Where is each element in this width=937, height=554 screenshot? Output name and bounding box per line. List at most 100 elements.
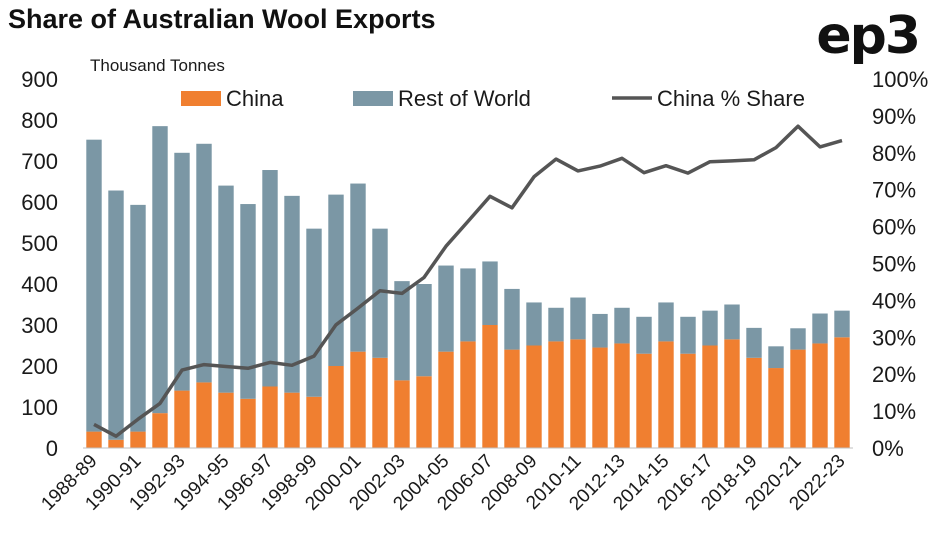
y-left-tick-label: 600	[21, 190, 58, 215]
y-right-tick-label: 30%	[872, 325, 916, 350]
bar-china	[834, 337, 850, 448]
y-left-tick-label: 100	[21, 395, 58, 420]
bar-rest-of-world	[702, 310, 718, 346]
bar-rest-of-world	[812, 313, 828, 344]
bar-rest-of-world	[174, 152, 190, 391]
bar-rest-of-world	[834, 310, 850, 338]
chart-title: Share of Australian Wool Exports	[8, 4, 436, 34]
bar-china	[460, 341, 476, 448]
bar-rest-of-world	[592, 313, 608, 348]
ep3-logo: ep3	[816, 6, 921, 66]
bar-rest-of-world	[636, 316, 652, 354]
bar-china	[218, 392, 234, 448]
y-right-tick-label: 90%	[872, 104, 916, 129]
bar-rest-of-world	[152, 126, 168, 414]
bar-china	[614, 343, 630, 448]
bar-china	[438, 351, 454, 448]
bar-rest-of-world	[746, 327, 762, 358]
bar-china	[196, 382, 212, 448]
y-left-tick-label: 700	[21, 149, 58, 174]
y-right-tick-label: 60%	[872, 215, 916, 240]
bar-china	[284, 392, 300, 448]
legend-label-rest-of-world: Rest of World	[398, 86, 531, 111]
y-right-tick-label: 10%	[872, 399, 916, 424]
bar-china	[372, 357, 388, 448]
bar-china	[768, 368, 784, 448]
bar-rest-of-world	[218, 185, 234, 393]
bar-rest-of-world	[130, 204, 146, 432]
bar-china	[86, 431, 102, 448]
y-left-tick-label: 300	[21, 313, 58, 338]
y-right-tick-label: 0%	[872, 436, 904, 461]
y-right-tick-label: 40%	[872, 288, 916, 313]
bar-china	[504, 349, 520, 448]
bar-china	[416, 376, 432, 448]
bar-rest-of-world	[658, 302, 674, 342]
bar-china	[790, 349, 806, 448]
bar-rest-of-world	[240, 204, 256, 399]
bar-rest-of-world	[306, 228, 322, 397]
y-right-tick-label: 70%	[872, 178, 916, 203]
bar-rest-of-world	[328, 194, 344, 366]
bar-china	[482, 325, 498, 448]
y-right-tick-label: 80%	[872, 141, 916, 166]
legend-label-china: China	[226, 86, 284, 111]
y-right-tick-label: 100%	[872, 67, 928, 92]
bar-rest-of-world	[262, 170, 278, 387]
y-right-tick-label: 50%	[872, 252, 916, 277]
bar-rest-of-world	[372, 228, 388, 358]
y-right-tick-label: 20%	[872, 362, 916, 387]
bar-rest-of-world	[86, 139, 102, 432]
bar-rest-of-world	[108, 190, 124, 440]
y-left-tick-label: 0	[46, 436, 58, 461]
bar-china	[570, 339, 586, 448]
bar-china	[526, 345, 542, 448]
bar-china	[350, 351, 366, 448]
bar-china	[636, 353, 652, 448]
bar-rest-of-world	[460, 268, 476, 342]
y-left-tick-label: 400	[21, 272, 58, 297]
bar-rest-of-world	[394, 281, 410, 381]
legend-swatch-china	[181, 91, 221, 106]
bar-china	[812, 343, 828, 448]
bar-rest-of-world	[196, 143, 212, 383]
legend-label-china-share: China % Share	[657, 86, 805, 111]
bar-china	[394, 380, 410, 448]
bar-china	[108, 439, 124, 448]
bar-rest-of-world	[680, 316, 696, 354]
bar-china	[262, 386, 278, 448]
bar-china	[680, 353, 696, 448]
bar-china	[724, 339, 740, 448]
y-left-tick-label: 500	[21, 231, 58, 256]
y-left-tick-label: 900	[21, 67, 58, 92]
y-left-tick-label: 200	[21, 354, 58, 379]
bar-rest-of-world	[504, 288, 520, 350]
bar-china	[152, 413, 168, 448]
bar-rest-of-world	[724, 304, 740, 340]
bar-rest-of-world	[438, 265, 454, 352]
unit-label: Thousand Tonnes	[90, 56, 225, 75]
bar-china	[130, 431, 146, 448]
line-china-share	[93, 124, 843, 438]
y-left-tick-label: 800	[21, 108, 58, 133]
bar-rest-of-world	[570, 297, 586, 340]
bar-rest-of-world	[482, 261, 498, 325]
bar-china	[592, 347, 608, 448]
bar-rest-of-world	[548, 307, 564, 342]
bar-rest-of-world	[526, 302, 542, 346]
bar-china	[702, 345, 718, 448]
bar-china	[746, 357, 762, 448]
bar-rest-of-world	[416, 284, 432, 377]
bar-rest-of-world	[284, 195, 300, 393]
bar-china	[174, 390, 190, 448]
bar-rest-of-world	[790, 328, 806, 350]
bar-china	[240, 398, 256, 448]
bar-rest-of-world	[350, 183, 366, 352]
bar-china	[306, 396, 322, 448]
bar-china	[658, 341, 674, 448]
bar-china	[328, 366, 344, 448]
legend-swatch-rest-of-world	[353, 91, 393, 106]
bar-rest-of-world	[614, 307, 630, 344]
bar-china	[548, 341, 564, 448]
